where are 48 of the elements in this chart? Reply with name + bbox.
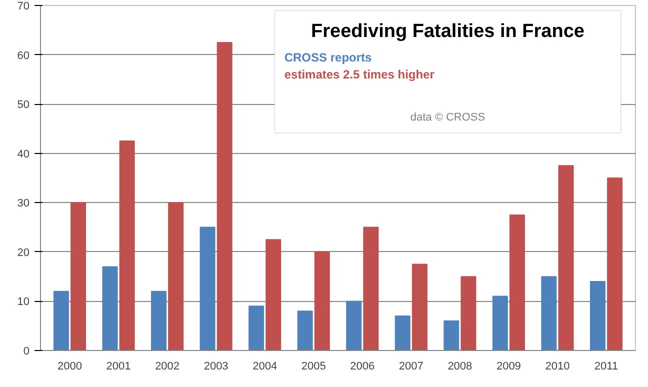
text: CROSS reports [284,50,372,64]
bar [492,296,508,350]
y-tick-label: 40 [17,148,30,160]
x-tick-label: 2000 [58,360,82,372]
bar [119,140,135,350]
bar [248,306,264,350]
bar [102,266,118,350]
text: estimates 2.5 times higher [284,68,435,82]
bar [460,276,476,350]
y-tick-label: 30 [17,198,30,210]
text: Freediving Fatalities in France [311,20,584,42]
bar [216,42,232,350]
annotation: data © CROSS [410,112,486,124]
x-tick-label: 2004 [252,360,278,372]
y-tick-label: 10 [17,296,30,308]
x-tick-label: 2005 [301,360,326,372]
bar [509,214,525,350]
bar [266,239,282,350]
bar [346,300,362,350]
y-tick-label: 60 [17,50,30,62]
y-tick-label: 70 [17,0,30,12]
x-tick-label: 2009 [496,360,521,372]
bar [363,226,379,350]
x-tick-label: 2008 [448,360,472,372]
x-tick-label: 2011 [594,360,618,372]
bar [412,264,428,350]
y-tick-label: 20 [17,246,30,259]
x-tick-label: 2006 [350,360,375,372]
y-tick-label: 0 [23,346,30,358]
bar [70,202,86,350]
bar [590,281,606,350]
x-tick-label: 2001 [106,360,131,372]
x-tick-label: 2007 [398,360,424,372]
bar [558,165,574,350]
x-tick-label: 2010 [545,360,570,372]
bar [297,310,313,350]
bar [200,226,216,350]
bar [53,290,69,350]
bar [607,178,623,350]
y-tick-label: 50 [17,99,30,112]
bar [314,251,330,350]
bar [151,290,167,350]
bar [168,202,184,350]
x-tick-label: 2003 [204,360,228,372]
x-tick-label: 2002 [155,360,180,372]
bar [394,316,410,350]
bar [444,320,460,350]
bar [541,276,557,350]
